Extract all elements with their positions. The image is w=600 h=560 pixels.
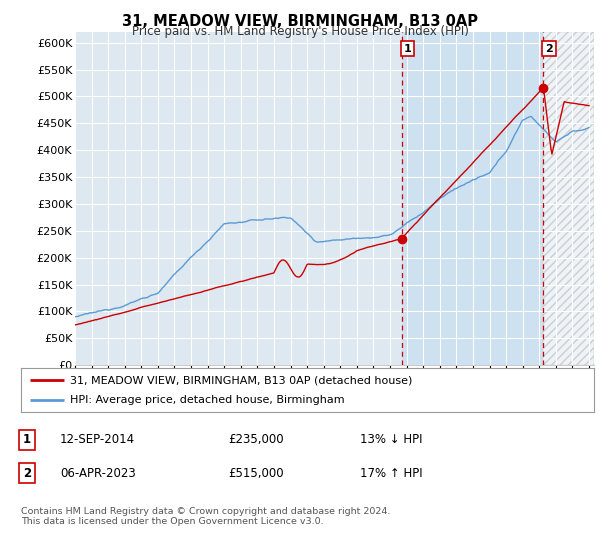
Text: 1: 1 [403,44,411,54]
Text: 17% ↑ HPI: 17% ↑ HPI [360,466,422,480]
Text: 2: 2 [545,44,553,54]
Text: 06-APR-2023: 06-APR-2023 [60,466,136,480]
Text: HPI: Average price, detached house, Birmingham: HPI: Average price, detached house, Birm… [70,395,344,405]
Text: 31, MEADOW VIEW, BIRMINGHAM, B13 0AP: 31, MEADOW VIEW, BIRMINGHAM, B13 0AP [122,14,478,29]
Text: £515,000: £515,000 [228,466,284,480]
Bar [401,32,544,365]
Bar [544,32,594,365]
Text: 1: 1 [23,433,31,446]
Text: 12-SEP-2014: 12-SEP-2014 [60,433,135,446]
Text: £235,000: £235,000 [228,433,284,446]
Text: 2: 2 [23,466,31,480]
Text: Price paid vs. HM Land Registry's House Price Index (HPI): Price paid vs. HM Land Registry's House … [131,25,469,38]
Text: 31, MEADOW VIEW, BIRMINGHAM, B13 0AP (detached house): 31, MEADOW VIEW, BIRMINGHAM, B13 0AP (de… [70,375,412,385]
Text: 13% ↓ HPI: 13% ↓ HPI [360,433,422,446]
Text: Contains HM Land Registry data © Crown copyright and database right 2024.
This d: Contains HM Land Registry data © Crown c… [21,507,391,526]
